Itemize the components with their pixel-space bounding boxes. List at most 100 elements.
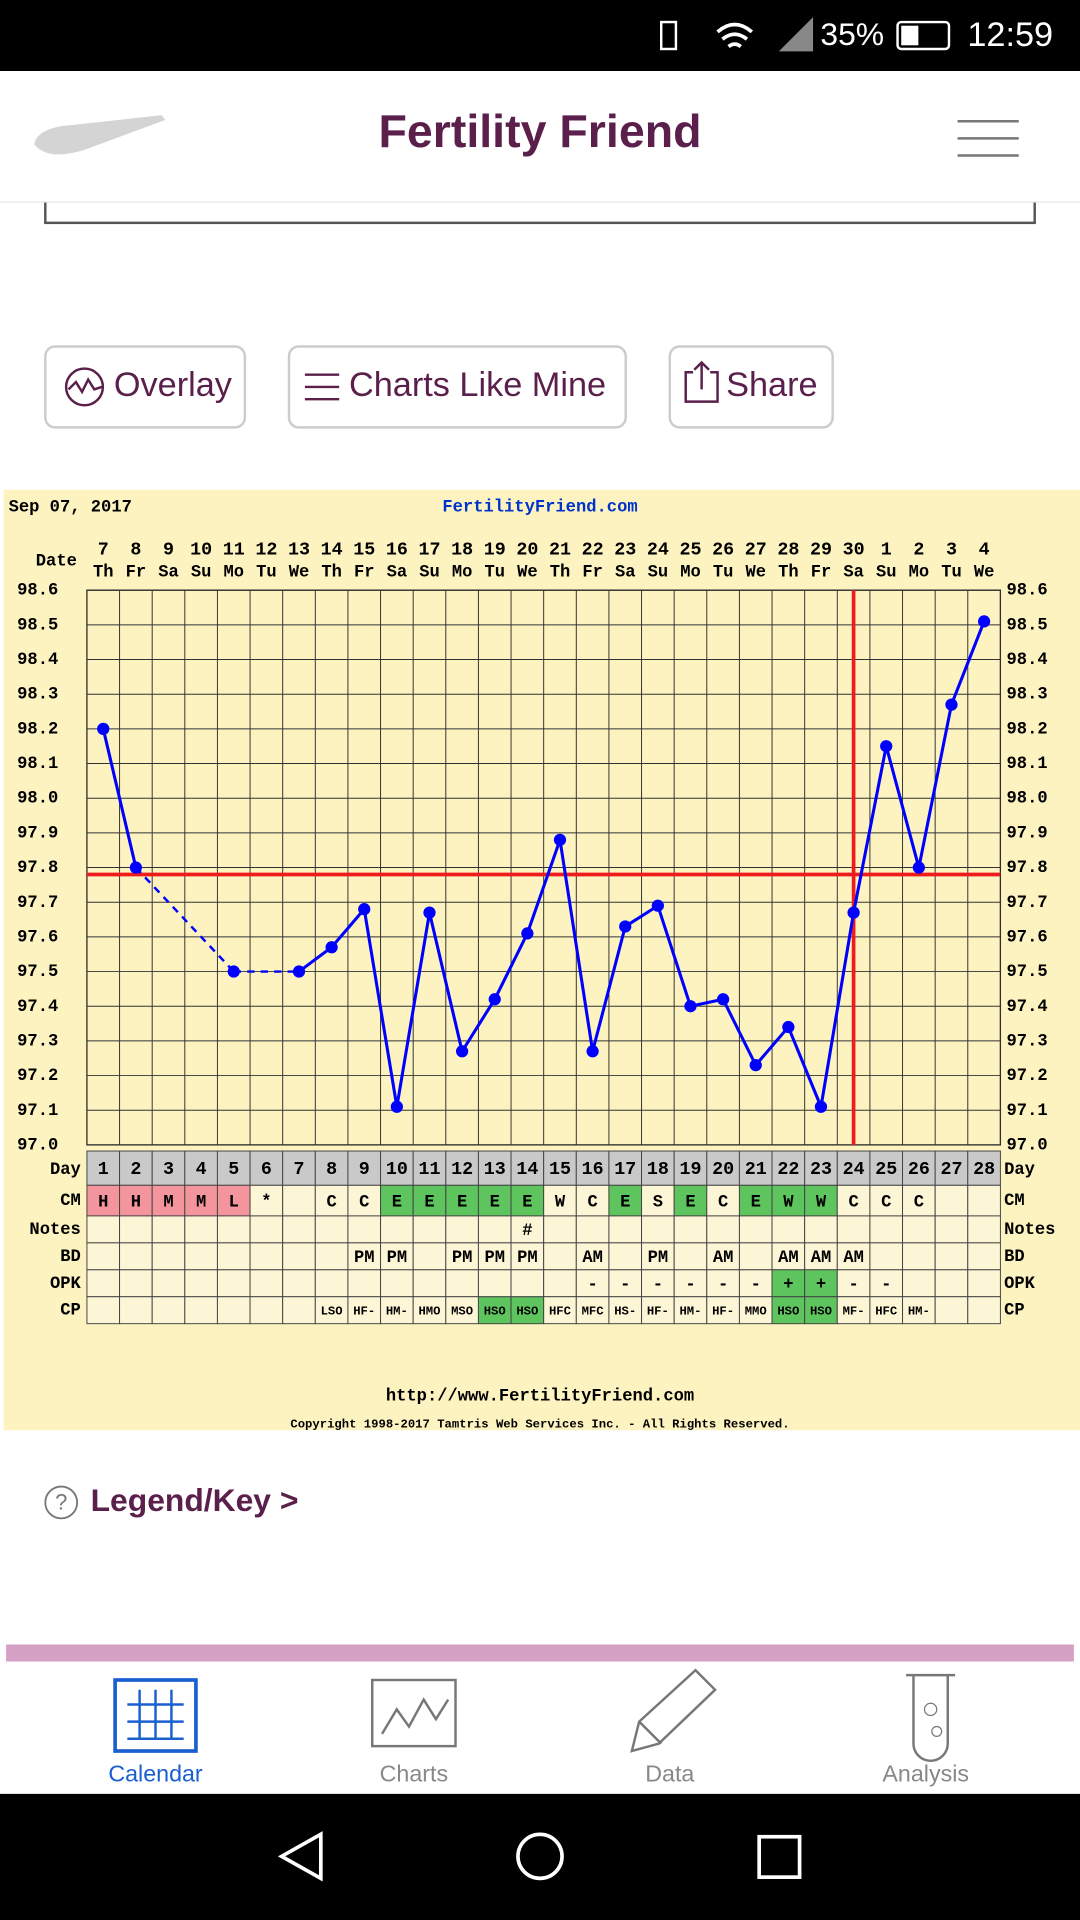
chart-subtitle: FertilityFriend.com [442, 498, 637, 517]
table-cell [151, 1296, 186, 1325]
legend-link[interactable]: ? Legend/Key > [44, 1482, 298, 1520]
overlay-button[interactable]: Overlay [44, 345, 247, 429]
table-cell [86, 1269, 121, 1298]
y-tick-label: 98.1 [17, 755, 58, 774]
table-cell [673, 1242, 708, 1271]
row-label-right: OPK [1004, 1275, 1036, 1294]
x-tick-label: 16 [386, 540, 408, 561]
table-cell [380, 1215, 414, 1244]
x-tick-label: 12 [255, 540, 277, 561]
x-tick-label: 30 [843, 540, 865, 561]
y-tick-label-right: 97.2 [1007, 1067, 1048, 1086]
y-tick-label: 97.6 [17, 928, 58, 947]
table-cell [543, 1296, 577, 1325]
table-cell [249, 1296, 284, 1325]
back-button[interactable] [277, 1831, 323, 1882]
temp-point [619, 920, 632, 933]
weekday-label: We [745, 563, 766, 582]
table-cell [967, 1242, 1001, 1271]
table-cell [477, 1215, 512, 1244]
table-cell [641, 1269, 675, 1298]
weekday-label: Su [876, 563, 897, 582]
x-tick-label: 15 [353, 540, 375, 561]
table-cell [869, 1242, 904, 1271]
weekday-label: Tu [941, 563, 962, 582]
x-tick-label: 9 [163, 540, 174, 561]
footer-url: http://www.FertilityFriend.com [386, 1387, 694, 1406]
weekday-label: Fr [354, 563, 375, 582]
menu-button[interactable] [957, 120, 1019, 157]
weekday-label: Fr [126, 563, 147, 582]
temp-point [423, 906, 436, 919]
x-tick-label: 3 [946, 540, 957, 561]
wifi-icon [716, 22, 754, 49]
weekday-label: Fr [582, 563, 603, 582]
nav-analysis[interactable]: Analysis [882, 1673, 969, 1787]
nav-label: Charts [380, 1761, 448, 1787]
y-tick-label: 97.5 [17, 963, 58, 982]
nav-data[interactable]: Data [630, 1668, 717, 1787]
table-cell [151, 1150, 186, 1186]
y-tick-label-right: 97.9 [1007, 824, 1048, 843]
y-tick-label: 97.9 [17, 824, 58, 843]
y-tick-label: 97.2 [17, 1067, 58, 1086]
cell-text: PM [452, 1249, 473, 1268]
table-cell [510, 1242, 545, 1271]
temp-point [227, 965, 240, 978]
cycle-day: 27 [940, 1159, 962, 1180]
cell-text: LSO [321, 1305, 343, 1319]
table-cell [412, 1269, 447, 1298]
app-header [0, 71, 1080, 203]
cell-text: HSO [810, 1305, 832, 1319]
y-tick-label-right: 98.5 [1007, 616, 1048, 635]
table-cell [151, 1269, 186, 1298]
recents-button[interactable] [757, 1834, 802, 1879]
cell-text: MF- [843, 1305, 865, 1319]
cell-text: HF- [647, 1305, 669, 1319]
row-label: OPK [50, 1275, 82, 1294]
table-cell [184, 1215, 218, 1244]
x-tick-label: 1 [881, 540, 892, 561]
nav-calendar[interactable]: Calendar [108, 1678, 203, 1787]
y-tick-label: 98.6 [17, 582, 58, 601]
home-button[interactable] [516, 1832, 564, 1881]
cell-text: HM- [908, 1305, 930, 1319]
charts-like-mine-button[interactable]: Charts Like Mine [287, 345, 627, 429]
table-cell [967, 1184, 1001, 1217]
x-tick-label: 7 [98, 540, 109, 561]
table-cell [282, 1242, 316, 1271]
table-cell [608, 1215, 643, 1244]
temp-line [298, 620, 986, 1113]
cell-text: HS- [614, 1305, 636, 1319]
cell-text: AM [778, 1249, 799, 1268]
cell-text: PM [387, 1249, 408, 1268]
weekday-label: Tu [713, 563, 734, 582]
table-cell [510, 1296, 545, 1325]
row-label: Day [50, 1161, 81, 1180]
weekday-label: Su [419, 563, 440, 582]
nav-charts[interactable]: Charts [371, 1678, 457, 1787]
table-cell [445, 1242, 479, 1271]
cell-text: AM [811, 1249, 832, 1268]
share-button[interactable]: Share [668, 345, 834, 429]
weekday-label: Tu [256, 563, 277, 582]
weekday-label: We [289, 563, 310, 582]
cycle-day: 9 [359, 1159, 370, 1180]
weekday-label: Mo [223, 563, 244, 582]
cell-text: MSO [451, 1305, 473, 1319]
temp-point [390, 1100, 403, 1113]
table-cell [967, 1269, 1001, 1298]
cell-text: HF- [712, 1305, 734, 1319]
cell-text: HF- [353, 1305, 375, 1319]
cycle-day: 23 [810, 1159, 832, 1180]
cycle-day: 18 [647, 1159, 669, 1180]
y-tick-label: 97.4 [17, 998, 58, 1017]
row-label-right: Notes [1004, 1221, 1055, 1240]
button-label: Overlay [114, 366, 233, 404]
temp-point [129, 861, 142, 874]
table-cell [902, 1215, 936, 1244]
cell-text: C [359, 1193, 369, 1212]
cycle-day: 7 [293, 1159, 304, 1180]
